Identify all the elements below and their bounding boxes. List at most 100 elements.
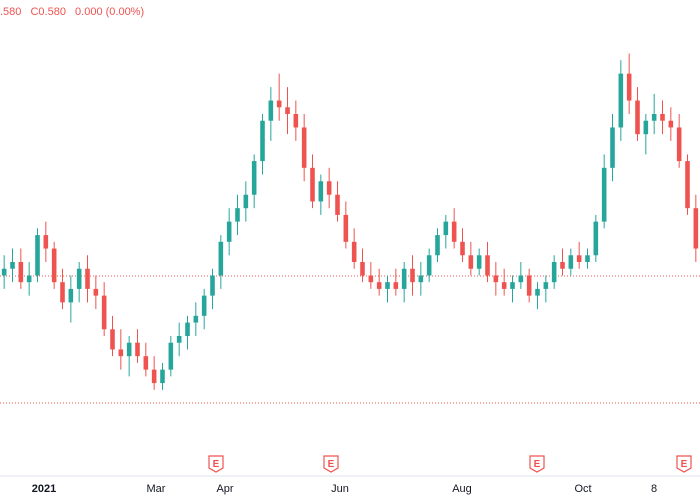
earnings-marker[interactable] (676, 455, 692, 473)
ohlc-readout: .580 C0.580 0.000 (0.00%) (0, 6, 150, 18)
candle-body (443, 221, 449, 236)
candle-body (26, 275, 32, 283)
candle-body (326, 181, 332, 195)
candle-body (485, 255, 490, 276)
candle-body (626, 73, 632, 101)
candle-body (435, 235, 440, 256)
candle-body (160, 369, 165, 384)
candle-body (526, 275, 532, 296)
candle-body (535, 288, 540, 296)
candle-body (418, 275, 424, 283)
earnings-marker-label: E (681, 459, 688, 470)
change-value: 0.000 (0.00%) (75, 6, 145, 18)
candle-body (185, 322, 190, 336)
candle-body (93, 288, 99, 296)
candle-body (143, 356, 149, 370)
candle-body (451, 221, 457, 242)
earnings-marker[interactable] (208, 455, 224, 473)
candle-body (393, 282, 399, 289)
candle-body (610, 127, 615, 168)
candle-body (318, 181, 324, 202)
x-tick-label: Aug (452, 483, 472, 495)
candle-body (193, 315, 199, 323)
candle-body (343, 214, 349, 242)
candle-body (335, 194, 340, 215)
candle-body (51, 248, 57, 283)
candle-body (35, 235, 40, 276)
candle-body (135, 342, 140, 357)
candle-body (585, 255, 590, 262)
candle-body (693, 208, 699, 249)
x-tick-label: 8 (651, 483, 657, 495)
candle-body (376, 282, 382, 289)
candle-body (226, 221, 232, 242)
x-tick-label: Oct (574, 483, 591, 495)
candle-body (285, 107, 290, 114)
earnings-marker-label: E (328, 459, 335, 470)
candle-body (260, 120, 265, 162)
earnings-marker-label: E (213, 459, 220, 470)
candle-body (176, 336, 182, 343)
candle-body (493, 275, 499, 283)
candle-body (268, 100, 274, 121)
close-value: C0.580 (30, 6, 66, 18)
candle-body (18, 262, 24, 283)
candle-body (68, 288, 74, 303)
candle-body (576, 255, 582, 262)
candle-body (310, 167, 315, 202)
candle-body (76, 268, 82, 289)
candle-body (568, 255, 574, 269)
earnings-marker[interactable] (529, 455, 545, 473)
candle-body (276, 100, 282, 108)
candle-body (201, 295, 207, 316)
candle-body (476, 255, 482, 269)
candle-body (618, 73, 624, 128)
candle-body (401, 268, 407, 289)
candle-body (410, 268, 415, 283)
candle-body (126, 342, 132, 357)
x-tick-label: Mar (147, 483, 166, 495)
candle-body (110, 329, 115, 350)
candle-body (518, 275, 524, 283)
candle-body (426, 255, 432, 276)
earnings-marker[interactable] (323, 455, 339, 473)
candle-body (210, 275, 215, 296)
candle-body (651, 114, 657, 121)
candle-body (360, 262, 365, 276)
candle-body (1, 268, 7, 276)
candle-body (368, 275, 374, 283)
candle-body (85, 268, 90, 289)
x-tick-label: 2021 (32, 483, 56, 495)
candle-body (501, 282, 507, 289)
candle-body (676, 127, 682, 162)
candle-body (593, 221, 599, 256)
candle-body (10, 262, 15, 269)
candle-body (543, 282, 549, 289)
x-tick-label: Jun (331, 483, 349, 495)
candle-body (660, 114, 665, 121)
candle-body (351, 241, 357, 262)
candle-body (235, 208, 240, 222)
candle-body (460, 241, 465, 256)
candle-body (151, 369, 157, 384)
candle-body (60, 282, 65, 303)
candle-body (218, 241, 224, 276)
x-tick-label: Apr (216, 483, 233, 495)
candle-body (510, 282, 515, 289)
candle-body (385, 282, 390, 289)
candle-body (293, 114, 299, 128)
candle-body (118, 349, 124, 357)
candle-body (168, 342, 174, 370)
candle-body (635, 100, 640, 135)
candle-body (243, 194, 249, 209)
candle-body (551, 262, 557, 283)
candle-body (685, 161, 690, 209)
earnings-marker-label: E (534, 459, 541, 470)
candle-body (301, 127, 307, 168)
candle-body (101, 295, 107, 330)
open-value: .580 (0, 6, 22, 18)
candle-body (468, 255, 474, 269)
candle-body (251, 161, 257, 195)
